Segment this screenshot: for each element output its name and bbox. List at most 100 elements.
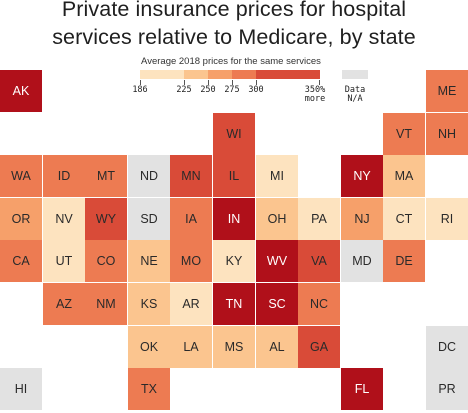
state-tile-sd: SD xyxy=(128,198,170,240)
state-label: MD xyxy=(352,254,372,268)
map-title-line-2: services relative to Medicare, by state xyxy=(52,25,416,49)
state-tile-ms: MS xyxy=(213,326,255,368)
state-tile-nm: NM xyxy=(85,283,127,325)
map-title: Private insurance prices for hospital se… xyxy=(0,0,468,51)
state-label: WI xyxy=(226,127,242,141)
state-tile-tn: TN xyxy=(213,283,255,325)
map-title-line-1: Private insurance prices for hospital xyxy=(61,0,407,21)
state-label: CT xyxy=(395,212,413,226)
state-label: OR xyxy=(11,212,31,226)
state-label: MA xyxy=(394,169,414,183)
state-label: WV xyxy=(266,254,288,268)
legend-swatch-na xyxy=(342,70,368,79)
state-tile-ga: GA xyxy=(298,326,340,368)
state-tile-ia: IA xyxy=(170,198,212,240)
state-label: ID xyxy=(57,169,71,183)
state-label: ME xyxy=(437,84,457,98)
state-label: NV xyxy=(55,212,73,226)
state-label: RI xyxy=(440,212,454,226)
state-label: SD xyxy=(140,212,158,226)
legend-caption: Average 2018 prices for the same service… xyxy=(141,56,321,67)
state-label: WY xyxy=(95,212,117,226)
state-tile-in: IN xyxy=(213,198,255,240)
state-tile-la: LA xyxy=(170,326,212,368)
state-label: CA xyxy=(12,254,30,268)
state-tile-md: MD xyxy=(341,240,383,282)
state-tile-me: ME xyxy=(426,70,468,112)
legend-tick xyxy=(184,80,185,85)
state-tile-oh: OH xyxy=(256,198,298,240)
state-tile-ny: NY xyxy=(341,155,383,197)
state-tile-co: CO xyxy=(85,240,127,282)
state-tile-hi: HI xyxy=(0,368,42,410)
state-tile-va: VA xyxy=(298,240,340,282)
state-label: AL xyxy=(269,340,285,354)
state-tile-ks: KS xyxy=(128,283,170,325)
state-tile-nv: NV xyxy=(43,198,85,240)
legend-label-250: 250 xyxy=(200,85,216,95)
state-label: AK xyxy=(12,84,30,98)
state-tile-tx: TX xyxy=(128,368,170,410)
legend-swatch-186-225 xyxy=(140,70,184,79)
legend-label-186: 186 xyxy=(132,85,148,95)
state-label: KS xyxy=(140,297,158,311)
state-tile-ky: KY xyxy=(213,240,255,282)
state-tile-al: AL xyxy=(256,326,298,368)
state-label: NE xyxy=(140,254,158,268)
state-tile-mi: MI xyxy=(256,155,298,197)
state-tile-pa: PA xyxy=(298,198,340,240)
state-tile-de: DE xyxy=(383,240,425,282)
state-tile-ar: AR xyxy=(170,283,212,325)
state-tile-ak: AK xyxy=(0,70,42,112)
state-tile-mt: MT xyxy=(85,155,127,197)
state-label: KY xyxy=(225,254,243,268)
legend-label-275: 275 xyxy=(224,85,240,95)
state-tile-wy: WY xyxy=(85,198,127,240)
state-label: LA xyxy=(183,340,199,354)
state-tile-dc: DC xyxy=(426,326,468,368)
state-label: NY xyxy=(353,169,371,183)
state-tile-nc: NC xyxy=(298,283,340,325)
state-label: PA xyxy=(311,212,327,226)
legend-label-225: 225 xyxy=(176,85,192,95)
state-tile-pr: PR xyxy=(426,368,468,410)
state-label: NH xyxy=(437,127,457,141)
legend-tick xyxy=(319,80,320,85)
state-tile-sc: SC xyxy=(256,283,298,325)
state-label: HI xyxy=(14,382,28,396)
state-tile-ca: CA xyxy=(0,240,42,282)
state-label: OH xyxy=(267,212,287,226)
state-tile-nj: NJ xyxy=(341,198,383,240)
legend-label-na: Data N/A xyxy=(344,85,366,104)
state-tile-ut: UT xyxy=(43,240,85,282)
legend-tick xyxy=(256,80,257,85)
legend-swatch-300-350 xyxy=(256,70,320,79)
state-label: TX xyxy=(141,382,157,396)
state-label: ND xyxy=(139,169,159,183)
legend-swatch-275-300 xyxy=(232,70,256,79)
state-label: IA xyxy=(185,212,197,226)
state-label: DC xyxy=(437,340,457,354)
state-tile-wi: WI xyxy=(213,113,255,155)
state-label: TN xyxy=(225,297,243,311)
legend-label-350-more: 350% more xyxy=(304,85,326,104)
state-label: MT xyxy=(96,169,116,183)
state-tile-ri: RI xyxy=(426,198,468,240)
state-label: CO xyxy=(96,254,116,268)
state-tile-ok: OK xyxy=(128,326,170,368)
state-label: NC xyxy=(309,297,329,311)
state-label: UT xyxy=(55,254,73,268)
state-label: FL xyxy=(354,382,370,396)
state-tile-fl: FL xyxy=(341,368,383,410)
state-label: MN xyxy=(181,169,201,183)
legend-swatch-250-275 xyxy=(208,70,232,79)
state-label: MO xyxy=(180,254,202,268)
state-label: GA xyxy=(309,340,329,354)
state-tile-mn: MN xyxy=(170,155,212,197)
state-tile-ne: NE xyxy=(128,240,170,282)
state-label: DE xyxy=(395,254,413,268)
state-tile-vt: VT xyxy=(383,113,425,155)
state-label: AZ xyxy=(56,297,72,311)
legend-tick xyxy=(208,80,209,85)
